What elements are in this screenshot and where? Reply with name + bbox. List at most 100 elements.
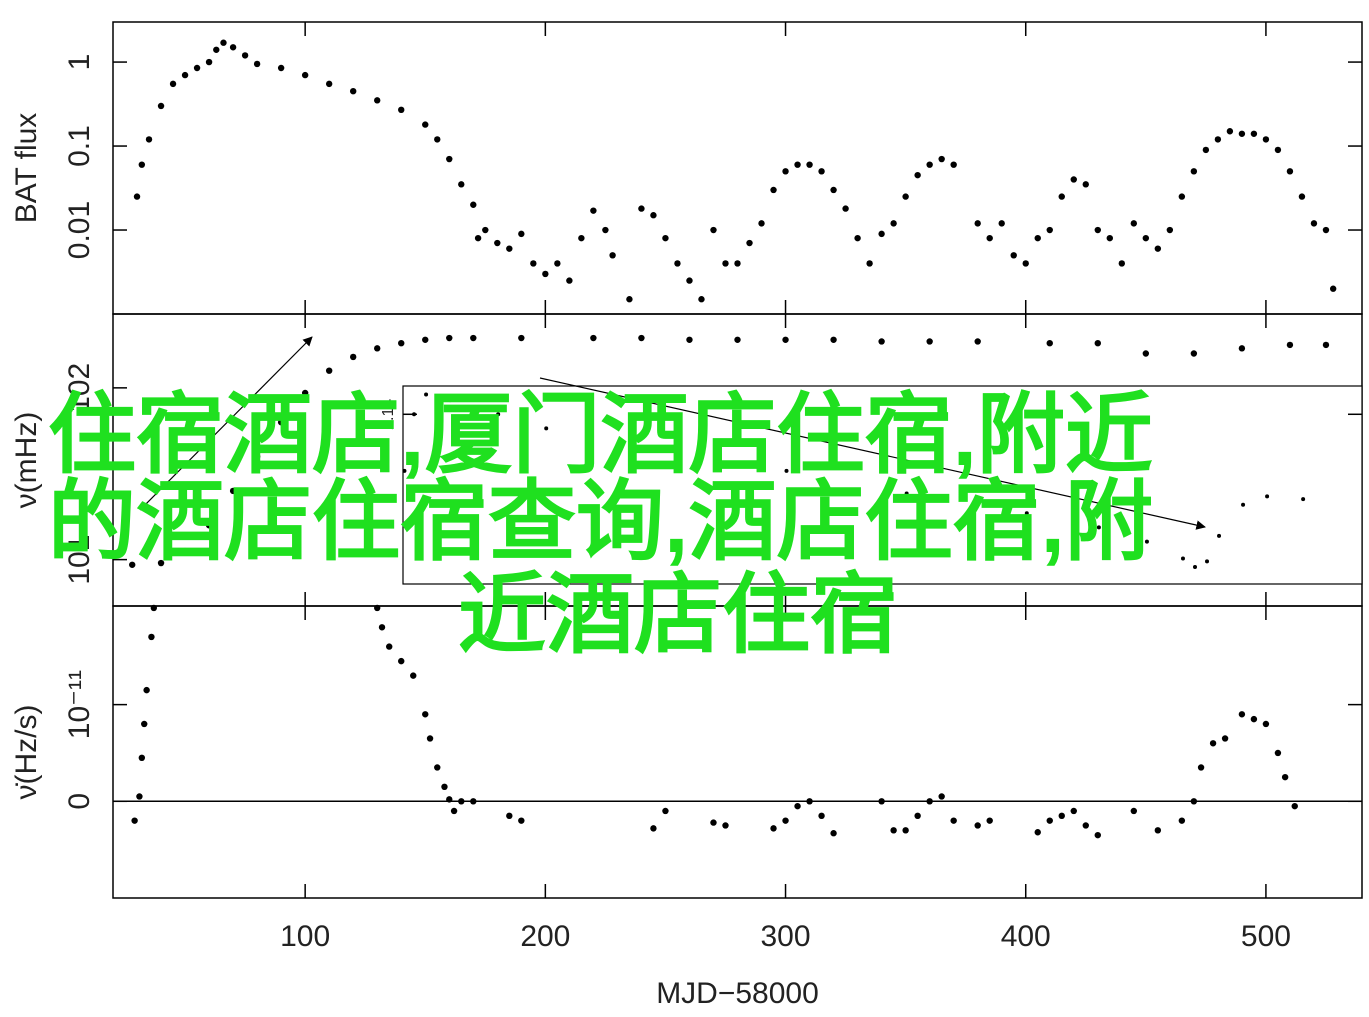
data-point <box>1322 341 1330 349</box>
data-point <box>902 193 909 200</box>
data-point <box>220 39 227 46</box>
data-point <box>914 812 921 820</box>
data-point <box>866 260 873 267</box>
data-point <box>638 205 645 212</box>
data-point <box>229 44 237 51</box>
data-point <box>710 226 717 234</box>
data-point <box>530 260 537 267</box>
data-point <box>398 106 405 114</box>
data-point <box>277 64 285 72</box>
data-point <box>138 754 146 762</box>
data-point <box>926 161 933 168</box>
data-point <box>1058 812 1065 820</box>
data-point <box>686 277 693 284</box>
data-point <box>253 453 261 460</box>
x-tick-label: 400 <box>1001 920 1051 953</box>
x-tick-label: 100 <box>280 920 330 953</box>
data-point <box>1154 827 1162 834</box>
data-point <box>686 336 693 343</box>
data-point <box>938 155 945 163</box>
data-point <box>662 234 669 242</box>
data-point <box>770 825 777 832</box>
arrow <box>139 336 313 511</box>
data-point <box>496 412 501 417</box>
data-point <box>974 822 981 829</box>
watermark: 近酒店住宿 <box>458 565 898 664</box>
data-point <box>133 193 141 200</box>
arrow <box>539 377 1206 530</box>
data-point <box>782 817 789 824</box>
data-point <box>1166 226 1174 234</box>
y-tick-label: 102 <box>63 363 96 413</box>
data-point <box>1190 168 1198 175</box>
data-point <box>974 220 981 227</box>
data-point <box>974 338 981 345</box>
data-point <box>650 825 657 832</box>
data-point <box>1070 176 1077 183</box>
data-point <box>402 468 407 473</box>
data-point <box>1142 234 1150 242</box>
data-point <box>169 80 177 88</box>
data-point <box>277 419 285 426</box>
data-point <box>794 802 801 810</box>
data-point <box>1096 525 1101 530</box>
data-point <box>1046 340 1053 347</box>
data-point <box>998 220 1005 227</box>
data-point <box>878 798 885 805</box>
data-point <box>710 819 717 826</box>
data-point <box>986 817 993 824</box>
data-point <box>398 657 405 665</box>
data-point <box>450 807 458 815</box>
y-tick-label: 101 <box>63 535 96 585</box>
data-point <box>157 102 165 110</box>
data-point <box>458 181 465 188</box>
data-point <box>1291 802 1298 810</box>
data-point <box>854 234 861 242</box>
data-point <box>1034 829 1041 836</box>
data-point <box>878 230 885 238</box>
data-point <box>506 812 513 820</box>
data-point <box>1094 340 1101 347</box>
data-point <box>674 260 681 267</box>
data-point <box>938 793 945 800</box>
data-point <box>1180 556 1185 561</box>
data-point <box>609 252 616 259</box>
data-point <box>470 334 477 342</box>
watermark: 住宿酒店,厦门酒店住宿,附近 <box>48 385 1153 484</box>
data-point <box>1214 136 1222 143</box>
data-point <box>1144 539 1149 544</box>
data-point <box>914 171 921 179</box>
data-point <box>950 817 957 824</box>
data-point <box>1130 220 1138 227</box>
x-axis-label: MJD−58000 <box>656 977 819 1010</box>
x-tick-label: 500 <box>1241 920 1291 953</box>
data-point <box>1238 130 1246 137</box>
data-point <box>1209 740 1217 747</box>
y-tick-label: 0.1 <box>63 125 96 167</box>
data-point <box>145 136 153 143</box>
data-point <box>157 559 165 567</box>
data-point <box>950 161 957 168</box>
data-point <box>1221 735 1229 742</box>
data-point <box>1250 715 1258 723</box>
data-point <box>1034 234 1041 242</box>
data-point <box>1322 226 1330 234</box>
data-point <box>518 230 525 238</box>
data-point <box>926 798 933 805</box>
plots: 0.01 0.1 1 BAT flux 101 102 ν(mHz) 2.14 0 10⁻¹¹ 10… <box>10 21 1363 1010</box>
data-point <box>878 338 885 345</box>
data-point <box>1190 798 1198 805</box>
data-point <box>1286 341 1294 349</box>
data-point <box>578 234 585 242</box>
data-point <box>138 161 146 168</box>
y-tick-label: 10⁻¹¹ <box>63 670 96 739</box>
data-point <box>325 80 333 88</box>
data-point <box>422 336 429 343</box>
data-point <box>722 822 729 829</box>
data-point <box>301 71 309 79</box>
data-point <box>746 239 753 247</box>
data-point <box>141 720 148 728</box>
data-point <box>434 136 441 143</box>
data-point <box>830 830 837 837</box>
